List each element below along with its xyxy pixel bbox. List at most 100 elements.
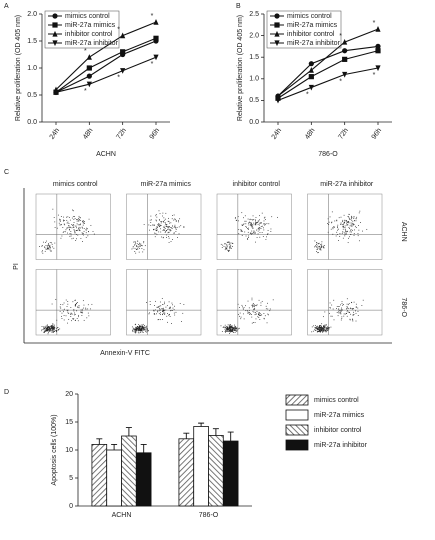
event-dot — [337, 234, 338, 235]
event-dot — [315, 325, 316, 327]
event-dot — [235, 330, 237, 332]
event-dot — [82, 300, 84, 302]
event-dot — [326, 327, 328, 329]
event-dot — [321, 243, 323, 245]
event-dot — [138, 328, 140, 330]
event-dot — [161, 221, 163, 222]
event-dot — [161, 236, 162, 238]
event-dot — [135, 331, 137, 333]
event-dot — [135, 329, 137, 331]
event-dot — [70, 233, 72, 235]
event-dot — [159, 226, 160, 228]
event-dot — [158, 310, 160, 312]
event-dot — [254, 304, 256, 306]
event-dot — [254, 224, 256, 226]
event-dot — [173, 309, 175, 310]
event-dot — [164, 303, 165, 305]
event-dot — [164, 310, 165, 312]
event-dot — [357, 307, 359, 309]
event-dot — [140, 331, 142, 333]
bar — [208, 435, 224, 507]
event-dot — [315, 327, 316, 328]
event-dot — [165, 309, 167, 311]
event-dot — [47, 327, 48, 329]
event-dot — [45, 327, 47, 329]
event-dot — [328, 221, 330, 223]
event-dot — [147, 330, 149, 332]
event-dot — [147, 328, 148, 330]
event-dot — [135, 331, 137, 332]
event-dot — [323, 327, 325, 329]
event-dot — [322, 329, 324, 331]
event-dot — [53, 325, 54, 327]
x-tick-label: 24h — [49, 127, 61, 141]
event-dot — [138, 326, 140, 328]
event-dot — [149, 229, 150, 231]
column-title: miR-27a inhibitor — [320, 181, 374, 188]
error-bar — [96, 438, 103, 445]
point — [53, 89, 59, 96]
event-dot — [49, 328, 50, 330]
event-dot — [169, 229, 170, 231]
event-dot — [48, 248, 49, 250]
event-dot — [256, 222, 257, 223]
event-dot — [339, 312, 341, 314]
event-dot — [166, 305, 168, 307]
event-dot — [342, 304, 344, 306]
event-dot — [257, 313, 259, 315]
event-dot — [87, 304, 89, 306]
event-dot — [357, 310, 359, 312]
event-dot — [269, 308, 271, 310]
event-dot — [252, 305, 254, 307]
event-dot — [132, 329, 134, 331]
event-dot — [258, 314, 259, 316]
event-dot — [67, 312, 69, 314]
event-dot — [70, 307, 72, 308]
event-dot — [141, 330, 143, 331]
event-dot — [48, 243, 49, 245]
event-dot — [226, 328, 228, 329]
event-dot — [233, 327, 235, 329]
event-dot — [242, 313, 244, 315]
event-dot — [259, 222, 261, 224]
event-dot — [143, 329, 145, 330]
flow-plot — [307, 193, 383, 260]
event-dot — [145, 331, 147, 333]
event-dot — [226, 325, 228, 327]
event-dot — [87, 308, 89, 310]
legend-swatch — [285, 439, 309, 451]
event-dot — [318, 326, 320, 327]
event-dot — [61, 312, 63, 314]
event-dot — [337, 227, 338, 229]
event-dot — [135, 326, 137, 328]
event-dot — [48, 331, 49, 333]
event-dot — [85, 229, 87, 231]
event-dot — [348, 213, 350, 215]
event-dot — [75, 233, 77, 235]
event-dot — [228, 327, 230, 329]
event-dot — [78, 228, 80, 230]
event-dot — [166, 225, 168, 227]
event-dot — [49, 246, 51, 248]
event-dot — [80, 223, 82, 225]
x-tick-label: 24h — [271, 127, 283, 141]
x-tick-label: 48h — [304, 127, 316, 141]
event-dot — [327, 330, 329, 332]
event-dot — [314, 327, 316, 329]
event-dot — [52, 330, 54, 332]
point — [86, 73, 92, 79]
legend-swatch — [285, 394, 309, 406]
event-dot — [167, 313, 168, 314]
event-dot — [239, 307, 240, 308]
event-dot — [138, 327, 140, 329]
event-dot — [64, 308, 65, 310]
row-label: 786-O — [400, 298, 407, 318]
event-dot — [146, 325, 148, 327]
event-dot — [77, 306, 79, 308]
event-dot — [56, 331, 58, 333]
event-dot — [68, 223, 70, 224]
event-dot — [263, 223, 265, 225]
event-dot — [235, 219, 237, 221]
event-dot — [54, 324, 55, 326]
event-dot — [73, 318, 75, 320]
